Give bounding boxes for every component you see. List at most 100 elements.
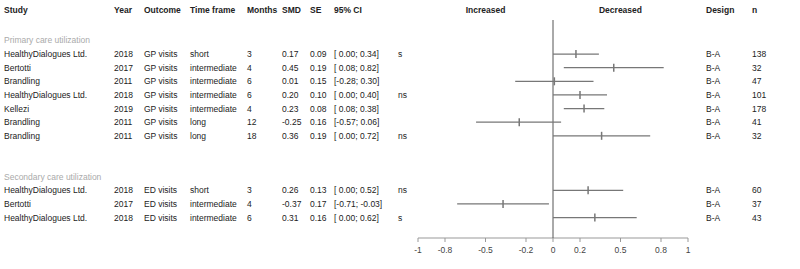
cell-design: B-A <box>706 131 721 141</box>
tick-label: 1 <box>686 245 691 255</box>
cell-n: 43 <box>752 213 762 223</box>
cell-sig: ns <box>398 90 407 100</box>
cell-n: 101 <box>752 90 766 100</box>
cell-se: 0.19 <box>310 63 327 73</box>
cell-outcome: GP visits <box>144 63 177 73</box>
tick-label: 0.2 <box>574 245 586 255</box>
cell-ci-label: [ 0.00; 0.52] <box>334 185 379 195</box>
cell-timeframe: long <box>190 117 206 127</box>
cell-year: 2017 <box>114 63 133 73</box>
column-header: Outcome <box>144 5 181 15</box>
tick-mark <box>661 238 662 242</box>
cell-n: 32 <box>752 63 762 73</box>
smd-marker <box>601 132 603 140</box>
reference-line <box>553 20 554 238</box>
cell-year: 2018 <box>114 49 133 59</box>
smd-marker <box>613 64 615 72</box>
cell-se: 0.10 <box>310 90 327 100</box>
smd-marker <box>583 105 585 113</box>
cell-months: 18 <box>247 131 257 141</box>
cell-study: HealthyDialogues Ltd. <box>4 49 87 59</box>
cell-timeframe: short <box>190 49 210 59</box>
cell-ci-label: [ 0.00; 0.72] <box>334 131 379 141</box>
cell-study: Brandling <box>4 76 40 86</box>
cell-timeframe: intermediate <box>190 104 237 114</box>
cell-months: 6 <box>247 76 252 86</box>
x-axis: -1-0.8-0.5-0.200.20.50.81 <box>414 238 690 255</box>
tick-mark <box>418 238 419 242</box>
cell-study: HealthyDialogues Ltd. <box>4 213 87 223</box>
cell-year: 2019 <box>114 104 133 114</box>
cell-ci-label: [-0.71; -0.03] <box>334 199 382 209</box>
cell-outcome: GP visits <box>144 76 177 86</box>
cell-year: 2011 <box>114 117 133 127</box>
cell-study: Kellezi <box>4 104 29 114</box>
tick-label: 0.8 <box>655 245 667 255</box>
tick-label: -0.5 <box>478 245 493 255</box>
cell-outcome: ED visits <box>144 185 177 195</box>
cell-year: 2018 <box>114 213 133 223</box>
smd-marker <box>579 91 581 99</box>
cell-se: 0.13 <box>310 185 327 195</box>
direction-label: Decreased <box>599 5 642 15</box>
cell-sig: ns <box>398 185 407 195</box>
column-header: Year <box>114 5 133 15</box>
cell-smd-label: -0.25 <box>282 117 302 127</box>
cell-design: B-A <box>706 199 721 209</box>
cell-ci-label: [ 0.08; 0.82] <box>334 63 379 73</box>
cell-year: 2011 <box>114 131 133 141</box>
smd-marker <box>575 50 577 58</box>
cell-smd-label: 0.26 <box>282 185 299 195</box>
cell-months: 4 <box>247 199 252 209</box>
cell-months: 6 <box>247 90 252 100</box>
cell-smd-label: -0.37 <box>282 199 302 209</box>
cell-ci-label: [ 0.00; 0.62] <box>334 213 379 223</box>
cell-se: 0.19 <box>310 131 327 141</box>
cell-outcome: ED visits <box>144 199 177 209</box>
cell-smd-label: 0.36 <box>282 131 299 141</box>
column-header: SMD <box>282 5 301 15</box>
tick-label: -1 <box>414 245 422 255</box>
cell-n: 138 <box>752 49 766 59</box>
cell-outcome: GP visits <box>144 117 177 127</box>
cell-outcome: GP visits <box>144 131 177 141</box>
cell-se: 0.09 <box>310 49 327 59</box>
cell-study: HealthyDialogues Ltd. <box>4 185 87 195</box>
cell-ci-label: [ 0.08; 0.38] <box>334 104 379 114</box>
smd-marker <box>587 186 589 194</box>
cell-n: 37 <box>752 199 762 209</box>
column-header: SE <box>310 5 322 15</box>
cell-outcome: ED visits <box>144 213 177 223</box>
cell-ci-label: [ 0.00; 0.40] <box>334 90 379 100</box>
cell-ci-label: [ 0.00; 0.34] <box>334 49 379 59</box>
forest-chart: Study Year Outcome Time frame Months SMD SE 95%… <box>0 0 800 269</box>
cell-timeframe: short <box>190 185 210 195</box>
cell-sig: ns <box>398 131 407 141</box>
column-header: Months <box>247 5 277 15</box>
tick-mark <box>485 238 486 242</box>
cell-n: 32 <box>752 131 762 141</box>
cell-outcome: GP visits <box>144 49 177 59</box>
section-title: Primary care utilization <box>4 35 90 45</box>
tick-label: 0.5 <box>615 245 627 255</box>
cell-months: 4 <box>247 104 252 114</box>
cell-n: 178 <box>752 104 766 114</box>
column-header: 95% CI <box>334 5 362 15</box>
cell-se: 0.17 <box>310 199 327 209</box>
smd-marker <box>519 118 521 126</box>
cell-design: B-A <box>706 76 721 86</box>
section-title: Secondary care utilization <box>4 172 102 182</box>
smd-marker <box>502 200 504 208</box>
cell-se: 0.08 <box>310 104 327 114</box>
cell-timeframe: intermediate <box>190 199 237 209</box>
cell-timeframe: intermediate <box>190 63 237 73</box>
cell-smd-label: 0.20 <box>282 90 299 100</box>
cell-study: Bertotti <box>4 63 31 73</box>
column-header: Study <box>4 5 28 15</box>
direction-label: Increased <box>466 5 506 15</box>
tick-mark <box>620 238 621 242</box>
cell-smd-label: 0.31 <box>282 213 299 223</box>
cell-ci-label: [-0.28; 0.30] <box>334 76 379 86</box>
column-header: Time frame <box>190 5 235 15</box>
cell-timeframe: intermediate <box>190 76 237 86</box>
